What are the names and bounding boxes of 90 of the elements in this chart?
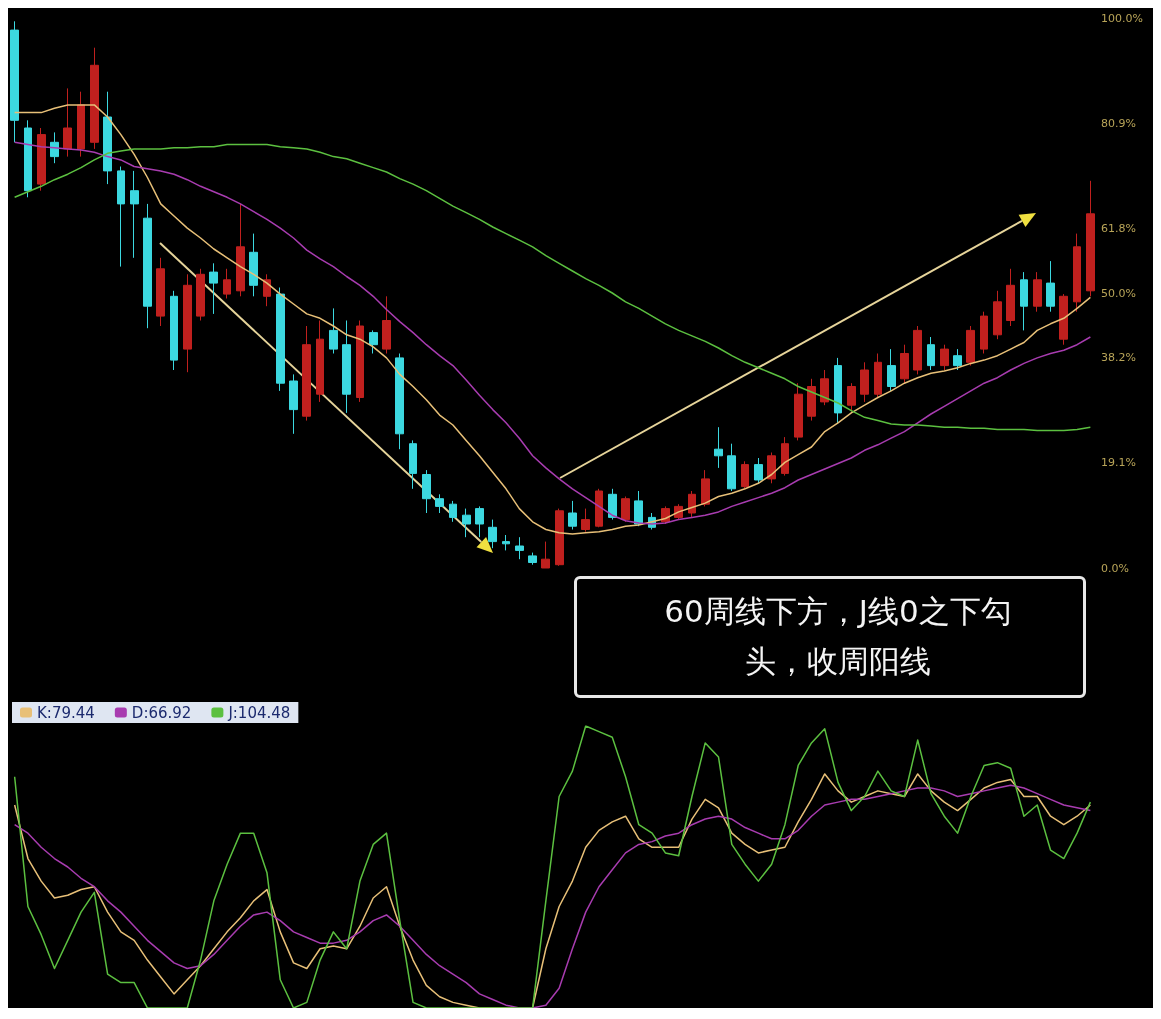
candlestick [834,357,842,425]
y-tick-label: 0.0% [1101,561,1129,575]
candlestick [860,361,869,403]
candlestick [435,493,444,514]
candlestick [953,348,962,371]
candlestick [714,426,723,469]
candlestick [900,344,909,384]
candlestick [913,325,922,375]
candlestick [170,290,178,371]
legend-label: D:66.92 [131,703,192,722]
candlestick [1073,233,1081,313]
candlestick [621,496,630,523]
candlestick [608,488,617,521]
candlestick [449,500,457,523]
candlestick [966,325,975,367]
candlestick [701,469,710,507]
candlestick [90,47,99,150]
candlestick [196,268,205,321]
candlestick [103,91,112,185]
candlestick [130,170,139,259]
candlestick [993,290,1002,340]
candlestick [781,436,789,477]
legend-label: K:79.44 [37,703,95,722]
candlestick [382,295,391,354]
y-tick-label: 38.2% [1101,351,1136,365]
candlestick [1086,180,1095,297]
candlestick [263,273,271,307]
candlestick [754,457,763,484]
line-series [13,143,1092,432]
candlestick [794,382,803,441]
candlestick [342,320,351,414]
y-tick-label: 61.8% [1101,221,1136,235]
candlestick [1006,268,1015,327]
candlestick [316,320,324,403]
candlestick [1033,271,1042,313]
candlestick [409,439,417,490]
candlestick [156,257,165,327]
candlestick [10,20,19,143]
candlestick [927,336,935,371]
candlestick [727,443,736,492]
candlestick [475,505,484,538]
candlestick [874,353,882,398]
candlestick [1059,293,1068,346]
candlestick [329,307,338,354]
candlestick [767,452,776,484]
candlestick [807,378,816,422]
y-tick-label: 80.9% [1101,116,1136,130]
candlestick [1020,271,1028,331]
candlestick [741,460,749,490]
candlestick [634,490,643,527]
text: 60周线下方，J线0之下勾头，收周阳线 [663,592,1013,681]
candlestick [276,287,285,392]
candlestick [555,508,564,567]
candlestick [302,325,311,422]
y-tick-label: 50.0% [1101,286,1136,300]
legend-label: J:104.48 [227,703,291,722]
candlestick [980,311,988,354]
candlestick [236,203,245,297]
candlestick [581,508,590,533]
candlestick [249,233,258,297]
candlestick [223,268,231,299]
candlestick [37,127,46,192]
candlestick [143,203,152,329]
candlestick [422,469,431,514]
y-tick-label: 19.1% [1101,456,1136,470]
candlestick [289,373,298,435]
candlestick [117,166,125,268]
candlestick [940,344,949,371]
candlestick [209,262,218,315]
candlestick [541,541,550,569]
candlestick [568,500,577,530]
candlestick [369,329,378,354]
candlestick [1046,260,1055,313]
candlestick [595,488,603,528]
candlestick [502,534,510,551]
y-tick-label: 100.0% [1101,11,1143,25]
candlestick [462,508,471,538]
candlestick [528,552,537,566]
candlestick [183,273,192,373]
candlestick [395,353,404,450]
candlestick [820,369,829,406]
candlestick [515,536,524,560]
candlestick [488,519,497,549]
candlestick [356,320,364,403]
candlestick [24,119,32,198]
candlestick [887,348,896,392]
candlestick [77,91,85,158]
candlestick [63,87,72,158]
candlestick [688,490,696,518]
candlestick [50,131,59,164]
